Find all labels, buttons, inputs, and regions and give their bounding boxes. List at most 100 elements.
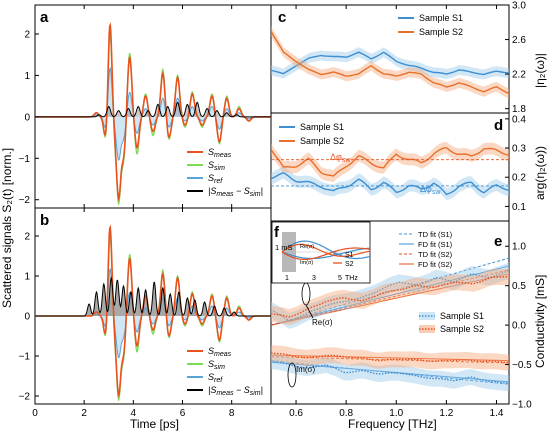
plot-b — [35, 224, 271, 402]
legend-a: Smeas Ssim Sref |Smeas − Ssim| — [187, 147, 263, 198]
band-re — [271, 268, 509, 325]
ytick-label: 0.2 — [512, 173, 526, 184]
inset-s1-im — [281, 247, 370, 260]
ytick-label: −1.0 — [512, 400, 532, 411]
xtick-label: 0 — [32, 408, 38, 419]
im-sigma-marker — [287, 362, 297, 388]
legend-c: Sample S1 Sample S2 — [398, 13, 463, 37]
legend-b-ref: Sref — [208, 372, 223, 384]
inset-xtick-5: 5 — [338, 275, 342, 282]
legend-e-td-s1: TD fit (S1) — [418, 230, 453, 239]
re-sigma-marker — [301, 282, 311, 306]
y-axis-label-eta-arg: arg(η₂(ω)) — [533, 146, 547, 200]
ytick-label: 0 — [24, 112, 30, 123]
legend-a-meas: Smeas — [208, 147, 232, 159]
y-axis-label-conductivity: Conductivity [mS] — [533, 275, 547, 368]
plot-c — [271, 26, 509, 99]
band-im — [271, 353, 509, 391]
fit-line-re — [271, 269, 509, 326]
ytick-label: 3.0 — [512, 1, 526, 12]
frame-e — [270, 220, 510, 405]
panel-label-d: d — [494, 117, 503, 134]
annotation-dphi-s1: Δφsw — [420, 184, 441, 196]
legend-e-fd-s2: FD fit (S2) — [418, 260, 453, 269]
fit-line-re — [271, 265, 509, 326]
panel-label-e: e — [494, 233, 502, 250]
ytick-label: 0 — [24, 312, 30, 323]
ytick-label: −2 — [19, 195, 31, 206]
ytick-label: 0.4 — [512, 114, 526, 125]
panel-label-a: a — [40, 9, 49, 26]
legend-a-sim: Ssim — [208, 160, 225, 172]
legend-e-s2: Sample S2 — [440, 324, 484, 334]
xtick-label: 0.8 — [339, 408, 353, 419]
inset-s2-re — [281, 243, 370, 257]
ytick-label: 0.3 — [512, 144, 526, 155]
legend-d-s2: Sample S2 — [300, 136, 344, 146]
y-axis-label-eta-abs: |η₂(ω)| — [533, 53, 547, 88]
inset-scale-label: 1 mS — [275, 243, 293, 252]
panel-label-c: c — [278, 9, 286, 26]
xtick-label: 1.2 — [439, 408, 453, 419]
ytick-label: 1.8 — [512, 104, 526, 115]
fit-line-im — [271, 354, 509, 362]
frame-a — [34, 4, 272, 209]
series-sample-s2 — [271, 146, 509, 177]
inset-s1-label: S1 — [345, 252, 354, 259]
ytick-label: −2 — [19, 392, 31, 403]
legend-b: Smeas Ssim Sref |Smeas − Ssim| — [187, 346, 263, 397]
legend-b-meas: Smeas — [208, 346, 232, 358]
band-s1 — [271, 166, 509, 201]
ytick-label: 1 — [24, 71, 30, 82]
series-sample-s1 — [271, 172, 509, 196]
xtick-label: 4 — [131, 408, 137, 419]
ytick-label: 2 — [24, 30, 30, 41]
annotation-dphi-s2: Δφsw — [330, 152, 351, 164]
x-axis-label-frequency: Frequency [THz] — [348, 417, 437, 431]
legend-a-diff: |Smeas − Ssim| — [208, 186, 263, 198]
ytick-label: 2.6 — [512, 35, 526, 46]
legend-c-s1: Sample S1 — [419, 13, 463, 23]
legend-e: TD fit (S1) FD fit (S1) TD fit (S2) FD f… — [287, 230, 484, 388]
inset-xtick-1: 1 — [285, 275, 289, 282]
annotation-re-sigma: Re(σ) — [312, 318, 333, 327]
xtick-label: 2 — [81, 408, 87, 419]
ytick-label: 2.2 — [512, 70, 526, 81]
legend-e-s2-band — [419, 325, 435, 333]
series-sample-s2 — [271, 30, 509, 95]
inset-s2-im — [281, 247, 370, 260]
series-diff — [35, 276, 271, 317]
band-s2 — [271, 141, 509, 182]
plot-e — [271, 257, 509, 391]
plot-a — [35, 22, 271, 206]
fit-line-re — [271, 273, 509, 326]
xtick-label: 0.6 — [289, 408, 303, 419]
ytick-label: 0.5 — [512, 281, 526, 292]
ytick-label: −0.5 — [512, 360, 532, 371]
ytick-label: −1 — [19, 154, 31, 165]
panel-frames — [34, 4, 510, 405]
series-diff — [35, 101, 271, 118]
y-axis-label-scattered: Scattered signals S₂(t) [norm.] — [0, 148, 14, 308]
annotation-im-sigma: Im(σ) — [296, 365, 315, 374]
ytick-label: 0.0 — [512, 321, 526, 332]
legend-e-td-s2: TD fit (S2) — [418, 250, 453, 259]
panel-label-f: f — [274, 224, 280, 241]
inset-f: f 1 mS Re(σ) Im(σ) S1 S2 1 3 5 THz — [271, 221, 371, 284]
xtick-label: 1.0 — [389, 408, 403, 419]
legend-d-s1: Sample S1 — [300, 122, 344, 132]
inset-s2-label: S2 — [345, 261, 354, 268]
axis-ticks: −2 −1 0 1 2 −2 −1 0 1 2 0 2 4 6 8 3.0 2.6 2.2 1.80.4 0.3 0.2… — [19, 1, 533, 420]
legend-c-s2: Sample S2 — [419, 27, 463, 37]
band-im — [271, 345, 509, 371]
inset-re-label: Re(σ) — [300, 244, 314, 250]
band-re — [271, 262, 509, 329]
ytick-label: 1 — [24, 272, 30, 283]
legend-e-fd-s1: FD fit (S1) — [418, 240, 453, 249]
legend-e-s1: Sample S1 — [440, 311, 484, 321]
xtick-label: 1.4 — [490, 408, 504, 419]
inset-xtick-3: 3 — [312, 275, 316, 282]
inset-im-label: Im(σ) — [300, 260, 313, 266]
inset-x-unit: THz — [345, 275, 358, 282]
